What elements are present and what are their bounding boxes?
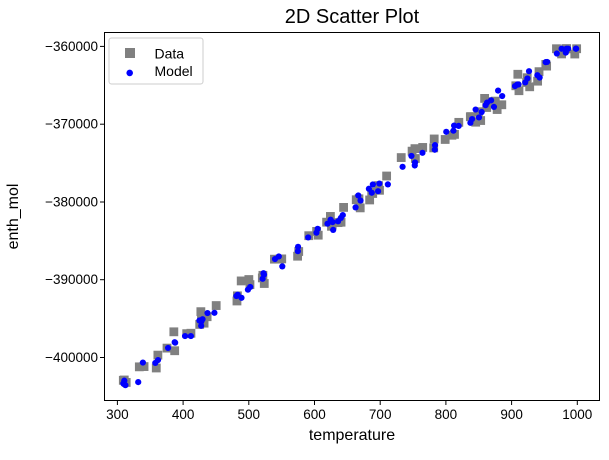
svg-text:Data: Data: [155, 46, 185, 62]
svg-text:700: 700: [369, 407, 392, 422]
svg-text:800: 800: [435, 407, 458, 422]
svg-text:900: 900: [500, 407, 523, 422]
svg-text:−360000: −360000: [45, 39, 98, 54]
svg-text:enth_mol: enth_mol: [5, 184, 22, 250]
svg-text:500: 500: [238, 407, 261, 422]
svg-text:−390000: −390000: [45, 272, 98, 287]
svg-text:temperature: temperature: [309, 427, 395, 444]
svg-text:600: 600: [303, 407, 326, 422]
svg-text:−400000: −400000: [45, 350, 98, 365]
svg-text:−370000: −370000: [45, 117, 98, 132]
svg-text:400: 400: [172, 407, 195, 422]
svg-text:1000: 1000: [562, 407, 592, 422]
svg-text:−380000: −380000: [45, 195, 98, 210]
svg-text:Model: Model: [155, 63, 193, 79]
svg-text:300: 300: [106, 407, 129, 422]
svg-text:2D Scatter Plot: 2D Scatter Plot: [285, 6, 420, 28]
